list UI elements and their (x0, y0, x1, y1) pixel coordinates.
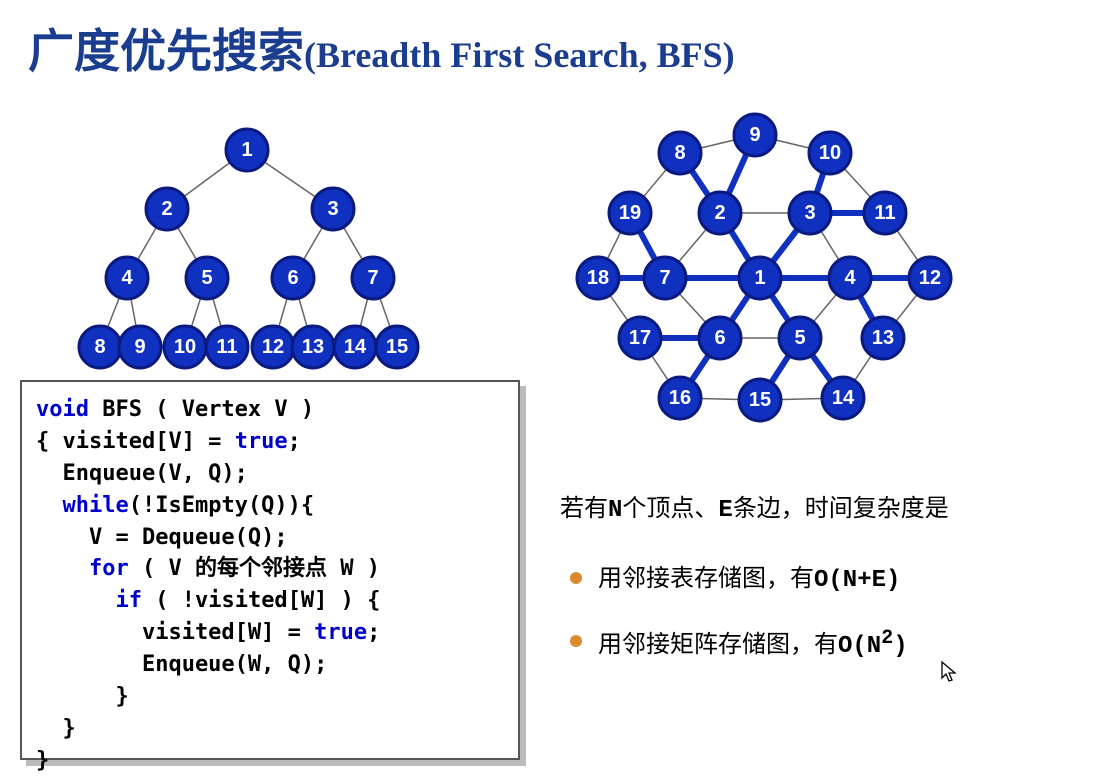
graph-node-11: 11 (864, 192, 906, 234)
complexity-section: 若有N个顶点、E条边，时间复杂度是 用邻接表存储图，有O(N+E) 用邻接矩阵存储… (560, 490, 1100, 688)
svg-text:9: 9 (749, 124, 760, 146)
svg-text:4: 4 (844, 267, 856, 289)
graph-node-4: 4 (829, 257, 871, 299)
svg-text:2: 2 (714, 202, 725, 224)
svg-text:6: 6 (714, 327, 725, 349)
svg-text:5: 5 (794, 327, 805, 349)
graph-node-19: 19 (609, 192, 651, 234)
svg-text:19: 19 (619, 202, 641, 224)
svg-text:12: 12 (919, 267, 941, 289)
graph-node-8: 8 (659, 132, 701, 174)
graph-node-16: 16 (659, 377, 701, 419)
cursor-icon (940, 660, 960, 690)
svg-text:17: 17 (629, 327, 651, 349)
svg-text:7: 7 (659, 267, 670, 289)
graph-node-10: 10 (809, 132, 851, 174)
bullet-text: 用邻接表存储图，有O(N+E) (598, 560, 900, 600)
bullet-dot-icon (570, 572, 582, 584)
graph-node-1: 1 (739, 257, 781, 299)
bullet-dot-icon (570, 635, 582, 647)
graph-node-12: 12 (909, 257, 951, 299)
graph-node-3: 3 (789, 192, 831, 234)
code-content: void BFS ( Vertex V ) { visited[V] = tru… (36, 394, 504, 777)
graph-node-13: 13 (862, 317, 904, 359)
svg-text:8: 8 (674, 142, 685, 164)
complexity-heading: 若有N个顶点、E条边，时间复杂度是 (560, 490, 1100, 530)
svg-text:1: 1 (754, 267, 765, 289)
code-box: void BFS ( Vertex V ) { visited[V] = tru… (20, 380, 520, 760)
svg-text:3: 3 (804, 202, 815, 224)
graph-node-6: 6 (699, 317, 741, 359)
graph-node-14: 14 (822, 377, 864, 419)
graph-node-2: 2 (699, 192, 741, 234)
svg-text:10: 10 (819, 142, 841, 164)
svg-text:13: 13 (872, 327, 894, 349)
svg-text:14: 14 (832, 387, 855, 409)
graph-node-9: 9 (734, 114, 776, 156)
svg-text:11: 11 (874, 202, 895, 224)
complexity-bullets: 用邻接表存储图，有O(N+E) 用邻接矩阵存储图，有O(N2) (560, 560, 1100, 666)
svg-text:18: 18 (587, 267, 609, 289)
bfs-graph-diagram: 12345678910111213141516171819 (0, 0, 1000, 440)
graph-node-15: 15 (739, 379, 781, 421)
graph-node-17: 17 (619, 317, 661, 359)
svg-text:15: 15 (749, 389, 771, 411)
complexity-bullet: 用邻接表存储图，有O(N+E) (570, 560, 1100, 600)
graph-node-5: 5 (779, 317, 821, 359)
svg-text:16: 16 (669, 387, 691, 409)
bullet-text: 用邻接矩阵存储图，有O(N2) (598, 623, 908, 666)
graph-node-18: 18 (577, 257, 619, 299)
graph-node-7: 7 (644, 257, 686, 299)
complexity-bullet: 用邻接矩阵存储图，有O(N2) (570, 623, 1100, 666)
